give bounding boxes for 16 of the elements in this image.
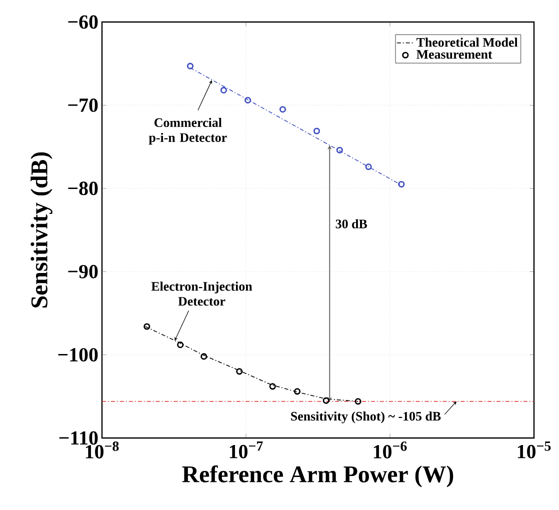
- annotation: Sensitivity (Shot) ~ -105 dB: [291, 412, 441, 424]
- x-tick-label: 10$^{−7}$: [230, 442, 263, 458]
- legend-label: Theoretical Model: [416, 38, 518, 47]
- x-axis-title: Reference Arm Power (W): [182, 465, 454, 488]
- x-tick-label: 10$^{−5}$: [518, 442, 551, 458]
- y-tick-label: −90: [68, 264, 98, 278]
- legend-label: Measurement: [416, 50, 492, 59]
- y-tick-label: −80: [68, 182, 98, 196]
- y-tick-label: −60: [68, 15, 98, 29]
- y-tick-label: −100: [58, 348, 98, 362]
- annotation: Commercial p-i-n Detector: [148, 118, 227, 145]
- y-tick-label: −70: [68, 98, 98, 112]
- annotation: 30 dB: [336, 219, 367, 228]
- y-axis-title: Sensitivity (dB): [30, 152, 52, 308]
- x-tick-label: 10$^{−6}$: [374, 442, 407, 458]
- annotation: Electron-Injection Detector: [151, 282, 252, 306]
